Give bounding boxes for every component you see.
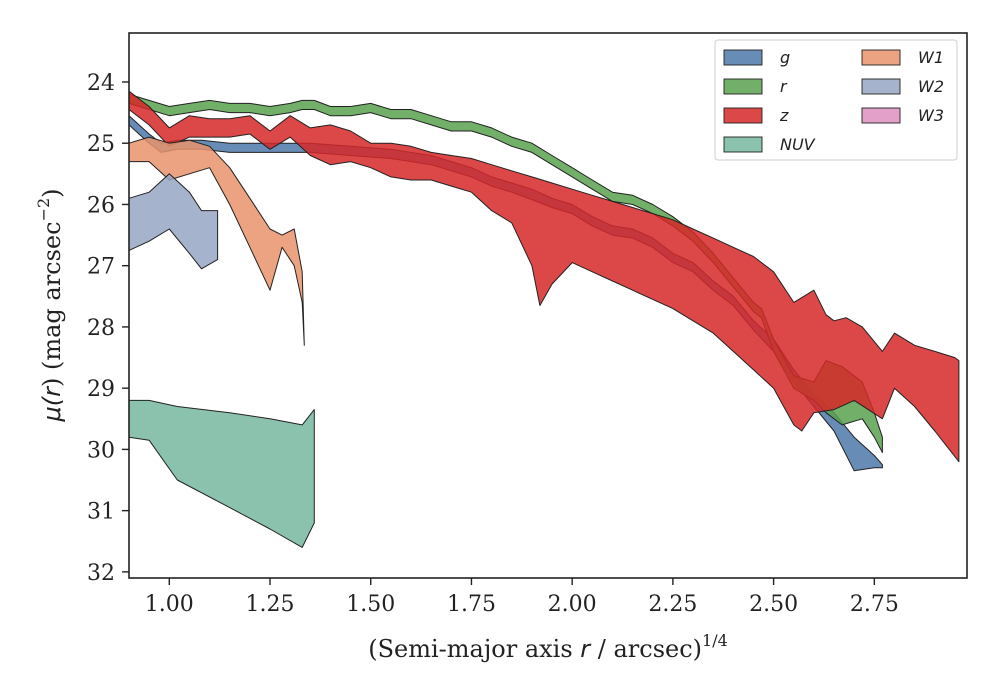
x-tick-label: 2.25 <box>648 592 697 617</box>
legend-swatch-nuv <box>723 136 763 153</box>
legend-swatch-g <box>723 49 763 66</box>
x-axis-label: (Semi-major axis r / arcsec)1/4 <box>368 631 728 663</box>
x-tick-label: 2.00 <box>548 592 597 617</box>
plot-area <box>128 90 960 548</box>
plot-frame <box>128 32 968 579</box>
legend-label-g: g <box>780 48 790 67</box>
legend-swatch-w1 <box>861 49 901 66</box>
band-z <box>128 90 960 463</box>
legend-label-z: z <box>779 106 789 125</box>
band-w2 <box>128 173 219 270</box>
y-tick-label: 25 <box>87 132 115 157</box>
legend-swatch-r <box>723 78 763 95</box>
legend-label-nuv: NUV <box>780 135 816 154</box>
legend-label-w1: W1 <box>918 48 944 67</box>
x-tick-label: 1.50 <box>346 592 395 617</box>
x-tick-label: 1.25 <box>246 592 295 617</box>
legend: grz NUV W1 W2 W3 <box>714 39 958 161</box>
legend-swatch-w3 <box>861 107 901 124</box>
x-tick-label: 2.75 <box>850 592 899 617</box>
x-tick-label: 1.75 <box>447 592 496 617</box>
y-tick-label: 30 <box>87 438 115 463</box>
x-axis: 1.00 1.25 1.50 1.75 2.00 2.25 2.50 2.75 <box>145 578 899 617</box>
y-tick-label: 24 <box>87 71 115 96</box>
y-tick-label: 26 <box>87 193 115 218</box>
y-axis-label: μ(r) (mag arcsec−2) <box>34 188 66 422</box>
legend-swatch-w2 <box>861 78 901 95</box>
y-tick-label: 31 <box>87 500 115 525</box>
y-tick-label: 29 <box>87 377 115 402</box>
legend-frame <box>714 39 958 161</box>
band-w1 <box>128 136 305 346</box>
y-tick-label: 28 <box>87 316 115 341</box>
y-tick-label: 27 <box>87 255 115 280</box>
x-tick-label: 2.50 <box>749 592 798 617</box>
band-r <box>128 93 883 453</box>
band-nuv <box>128 399 315 548</box>
legend-label-r: r <box>780 77 788 96</box>
x-tick-label: 1.00 <box>145 592 194 617</box>
legend-label-w3: W3 <box>918 106 944 125</box>
y-tick-label: 32 <box>87 561 115 586</box>
legend-label-w2: W2 <box>918 77 944 96</box>
y-axis: 24 25 26 27 28 29 30 31 32 <box>87 71 129 586</box>
legend-swatch-z <box>723 107 763 124</box>
